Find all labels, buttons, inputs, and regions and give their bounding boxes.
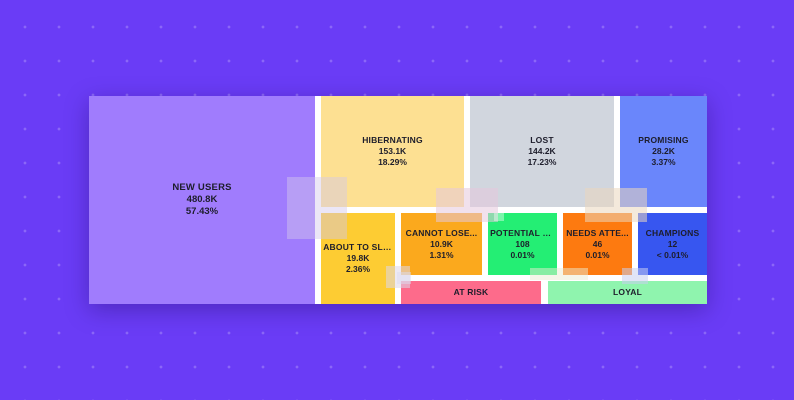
tile-value: 28.2K	[652, 146, 675, 156]
tile-percent: < 0.01%	[656, 249, 689, 260]
tile-at-risk[interactable]: AT RISK	[401, 281, 541, 304]
tile-percent: 17.23%	[527, 157, 557, 167]
tile-label: LOST	[530, 135, 554, 145]
tile-promising[interactable]: PROMISING 28.2K 3.37%	[620, 96, 707, 207]
tile-label: LOYAL	[612, 287, 643, 297]
tile-percent: 2.36%	[345, 264, 371, 274]
tile-percent: 57.43%	[185, 206, 219, 217]
tile-lost[interactable]: LOST 144.2K 17.23%	[470, 96, 614, 207]
tile-value: 19.8K	[346, 253, 370, 263]
treemap-chart: NEW USERS 480.8K 57.43% HIBERNATING 153.…	[89, 96, 707, 304]
tile-value: 10.9K	[430, 238, 453, 249]
tile-value: 12	[667, 238, 678, 249]
tile-potential-loyalist[interactable]: POTENTIAL LO... 108 0.01%	[488, 213, 557, 275]
tile-label: POTENTIAL LO...	[490, 227, 555, 238]
tile-loyal[interactable]: LOYAL	[548, 281, 707, 304]
tile-percent: 18.29%	[378, 157, 407, 167]
tile-cannot-lose[interactable]: CANNOT LOSE... 10.9K 1.31%	[401, 213, 482, 275]
tile-label: CHAMPIONS	[645, 227, 700, 238]
tile-percent: 0.01%	[585, 249, 610, 260]
tile-champions[interactable]: CHAMPIONS 12 < 0.01%	[638, 213, 707, 275]
tile-value: 144.2K	[528, 146, 556, 156]
tile-label: PROMISING	[638, 135, 689, 145]
tile-label: NEEDS ATTE...	[566, 227, 629, 238]
tile-label: HIBERNATING	[362, 135, 423, 145]
tile-label: CANNOT LOSE...	[405, 227, 478, 238]
tile-value: 153.1K	[378, 146, 407, 156]
tile-percent: 0.01%	[510, 249, 535, 260]
tile-value: 108	[515, 238, 530, 249]
tile-about-to-sleep[interactable]: ABOUT TO SLE... 19.8K 2.36%	[321, 213, 395, 304]
tile-new-users[interactable]: NEW USERS 480.8K 57.43%	[89, 96, 315, 304]
tile-percent: 3.37%	[651, 157, 676, 167]
tile-percent: 1.31%	[429, 249, 454, 260]
tile-value: 480.8K	[186, 194, 218, 205]
tile-label: ABOUT TO SLE...	[323, 242, 393, 252]
tile-label: AT RISK	[453, 287, 489, 297]
tile-value: 46	[592, 238, 603, 249]
tile-hibernating[interactable]: HIBERNATING 153.1K 18.29%	[321, 96, 464, 207]
tile-label: NEW USERS	[172, 182, 232, 193]
tile-needs-attention[interactable]: NEEDS ATTE... 46 0.01%	[563, 213, 632, 275]
